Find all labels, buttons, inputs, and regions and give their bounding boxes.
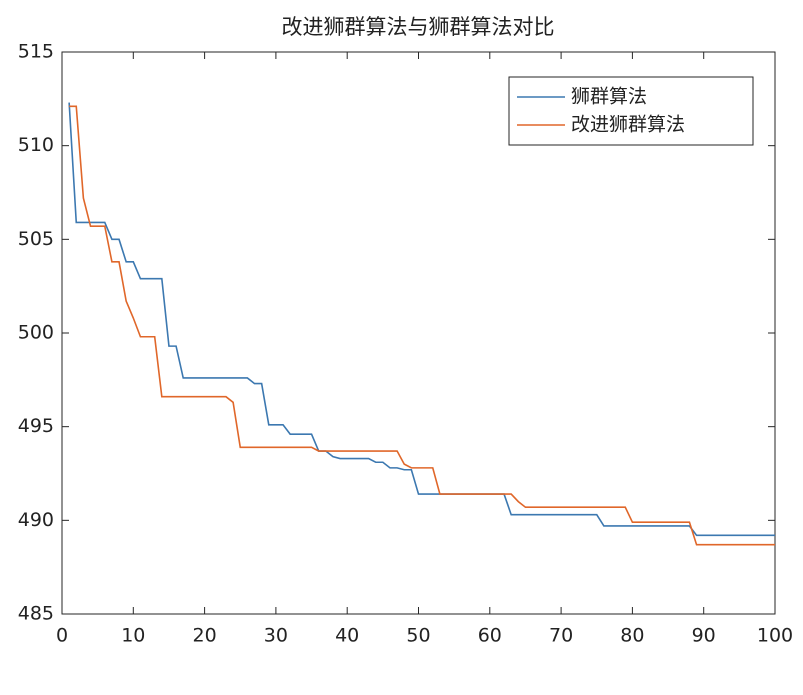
y-tick-label: 505 <box>18 228 54 250</box>
legend-label: 改进狮群算法 <box>571 114 685 136</box>
x-tick-label: 30 <box>264 625 288 647</box>
x-tick-label: 40 <box>335 625 359 647</box>
plot-area <box>61 51 776 615</box>
x-tick-label: 60 <box>478 625 502 647</box>
legend-label: 狮群算法 <box>571 86 647 108</box>
y-tick-label: 515 <box>18 41 54 63</box>
x-tick-label: 10 <box>121 625 145 647</box>
y-tick-label: 490 <box>18 509 54 531</box>
x-tick-label: 70 <box>549 625 573 647</box>
x-tick-label: 0 <box>56 625 68 647</box>
y-tick-label: 495 <box>18 415 54 437</box>
x-tick-label: 20 <box>193 625 217 647</box>
x-tick-label: 100 <box>757 625 793 647</box>
x-tick-label: 90 <box>692 625 716 647</box>
y-tick-label: 510 <box>18 134 54 156</box>
x-tick-label: 80 <box>620 625 644 647</box>
x-tick-label: 50 <box>406 625 430 647</box>
y-tick-label: 500 <box>18 322 54 344</box>
legend-box <box>508 76 754 146</box>
series-line <box>69 105 775 546</box>
chart-title: 改进狮群算法与狮群算法对比 <box>282 15 555 39</box>
series-line <box>68 102 775 537</box>
y-tick-label: 485 <box>18 603 54 625</box>
